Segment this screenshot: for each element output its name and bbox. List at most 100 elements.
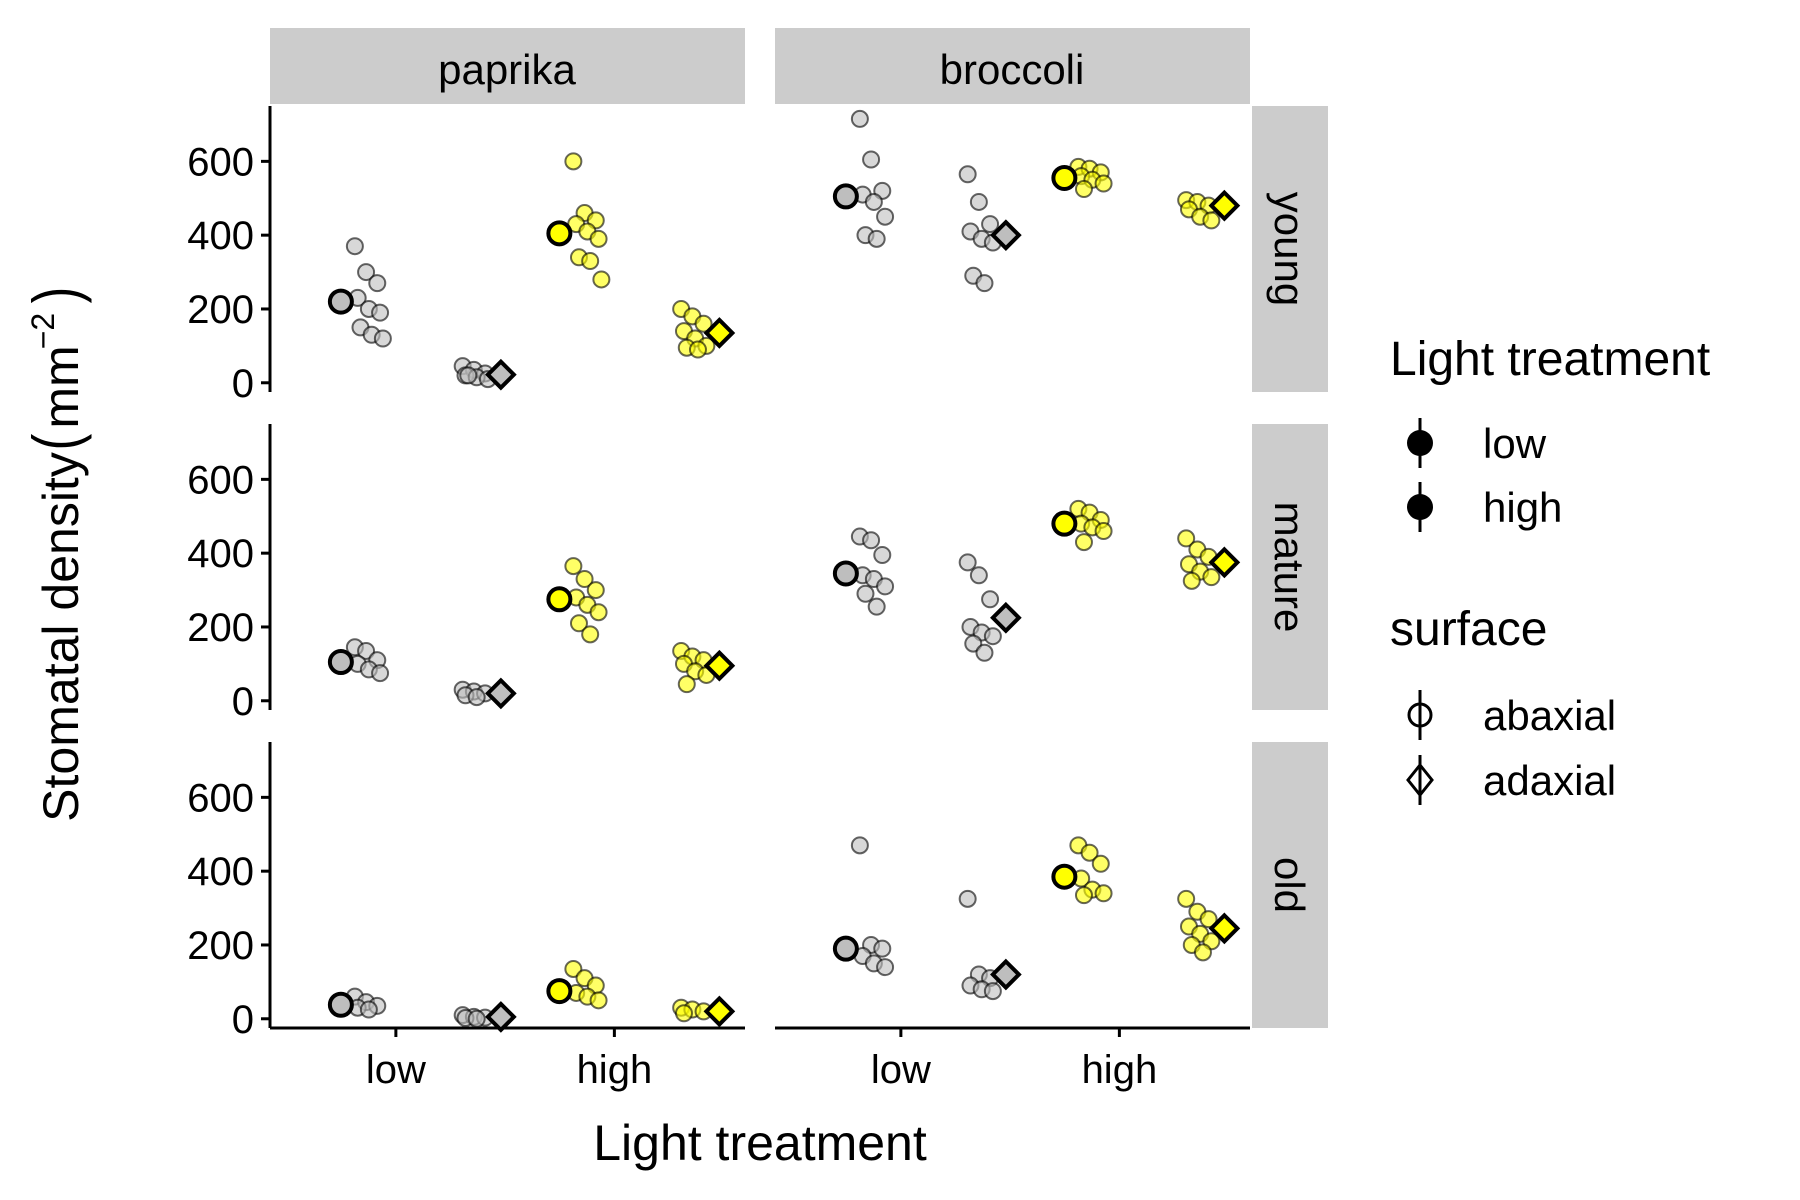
data-point-paprika-young-low-adaxial	[459, 366, 478, 385]
y-axis-title-close-paren: )	[21, 287, 93, 304]
data-point-paprika-mature-high-abaxial	[589, 603, 608, 622]
legend-key-adaxial	[1406, 755, 1434, 805]
legend-label-high: high	[1483, 484, 1562, 531]
data-point-paprika-old-high-adaxial	[674, 1004, 693, 1023]
strip-label-young: young	[1266, 192, 1313, 306]
data-point-broccoli-young-low-adaxial	[969, 192, 988, 211]
data-point-broccoli-mature-low-adaxial	[975, 643, 994, 662]
row-strips: young mature old	[1252, 106, 1328, 1028]
data-point-paprika-young-high-adaxial	[694, 314, 713, 333]
data-point-broccoli-young-low-adaxial	[975, 274, 994, 293]
y-axis-title-text: Stomatal density	[33, 452, 89, 822]
y-tick-label: 200	[187, 606, 254, 650]
strip-mature	[1252, 424, 1328, 710]
data-point-broccoli-old-high-adaxial	[1199, 910, 1218, 929]
data-point-broccoli-old-high-adaxial	[1177, 889, 1196, 908]
data-point-paprika-mature-low-abaxial	[371, 664, 390, 683]
data-point-paprika-young-high-adaxial	[688, 340, 707, 359]
legend-key-low	[1407, 418, 1433, 468]
x-axis-title: Light treatment	[593, 1115, 927, 1171]
column-strips: paprika broccoli	[270, 28, 1250, 104]
legend-title-light: Light treatment	[1390, 333, 1710, 386]
data-point-paprika-mature-high-adaxial	[677, 675, 696, 694]
data-point-paprika-mature-high-abaxial	[575, 569, 594, 588]
data-point-paprika-young-low-abaxial	[371, 303, 390, 322]
mean-marker-broccoli-old-high-abaxial	[1051, 863, 1078, 890]
legend-label-abaxial: abaxial	[1483, 692, 1616, 739]
mean-marker-broccoli-young-high-abaxial	[1051, 164, 1078, 191]
data-point-broccoli-mature-low-abaxial	[856, 584, 875, 603]
data-point-broccoli-mature-low-abaxial	[867, 597, 886, 616]
mean-marker-paprika-mature-high-adaxial	[703, 649, 736, 682]
data-point-broccoli-old-high-abaxial	[1091, 854, 1110, 873]
data-marks	[327, 109, 1241, 1033]
mean-marker-paprika-mature-low-adaxial	[485, 677, 517, 710]
y-tick-label: 600	[187, 140, 254, 184]
data-point-broccoli-mature-high-adaxial	[1182, 571, 1201, 590]
mean-marker-paprika-old-low-adaxial	[485, 1001, 517, 1033]
data-point-paprika-mature-high-abaxial	[586, 581, 605, 600]
mean-marker-broccoli-old-low-abaxial	[832, 935, 859, 962]
data-point-paprika-young-low-abaxial	[357, 263, 376, 282]
data-point-broccoli-mature-low-adaxial	[969, 566, 988, 585]
data-point-broccoli-young-low-abaxial	[876, 207, 895, 226]
y-tick-label: 0	[232, 680, 254, 724]
data-point-paprika-young-high-abaxial	[564, 152, 583, 171]
data-point-broccoli-young-low-abaxial	[864, 192, 883, 211]
mean-marker-paprika-mature-high-abaxial	[546, 586, 573, 613]
strip-label-old: old	[1266, 857, 1313, 913]
data-point-broccoli-mature-high-adaxial	[1202, 568, 1221, 587]
mean-marker-paprika-old-high-abaxial	[546, 978, 573, 1005]
data-point-broccoli-mature-low-adaxial	[983, 627, 1002, 646]
data-point-paprika-mature-high-abaxial	[564, 557, 583, 576]
data-point-paprika-old-low-abaxial	[359, 1000, 378, 1019]
data-point-broccoli-old-low-adaxial	[958, 889, 977, 908]
data-point-paprika-young-low-abaxial	[368, 274, 387, 293]
strip-label-mature: mature	[1266, 502, 1313, 633]
data-point-paprika-old-low-adaxial	[467, 1009, 486, 1028]
data-point-paprika-young-low-abaxial	[373, 329, 392, 348]
mean-marker-broccoli-old-low-adaxial	[990, 958, 1022, 991]
mean-marker-broccoli-mature-low-abaxial	[832, 560, 859, 587]
strip-young	[1252, 106, 1328, 392]
data-point-broccoli-young-low-abaxial	[867, 229, 886, 248]
data-point-broccoli-young-low-abaxial	[850, 109, 869, 128]
mean-marker-broccoli-young-low-abaxial	[832, 183, 859, 210]
legend: Light treatment low high surface abaxial…	[1390, 333, 1710, 805]
data-point-broccoli-mature-low-abaxial	[862, 531, 881, 550]
data-point-paprika-mature-high-abaxial	[569, 614, 588, 633]
y-axis-title-exponent: −2	[25, 313, 61, 349]
data-point-paprika-young-high-abaxial	[592, 270, 611, 289]
data-point-broccoli-mature-high-adaxial	[1177, 529, 1196, 548]
data-point-broccoli-mature-low-adaxial	[981, 590, 1000, 609]
data-point-broccoli-old-high-abaxial	[1080, 843, 1099, 862]
x-tick-label: high	[1082, 1048, 1158, 1092]
mean-marker-paprika-young-low-adaxial	[485, 358, 517, 391]
data-point-broccoli-old-low-abaxial	[850, 836, 869, 855]
strip-label-broccoli: broccoli	[940, 46, 1085, 93]
y-axis-title-open-paren: (	[21, 434, 93, 451]
mean-marker-paprika-old-high-adaxial	[703, 995, 736, 1028]
data-point-broccoli-young-high-adaxial	[1202, 211, 1221, 230]
y-tick-label: 400	[187, 532, 254, 576]
y-tick-label: 400	[187, 850, 254, 894]
y-axis-title-unit: mm	[33, 345, 89, 428]
mean-marker-paprika-young-high-abaxial	[546, 220, 573, 247]
y-tick-label: 0	[232, 362, 254, 406]
data-point-broccoli-mature-low-adaxial	[958, 553, 977, 572]
x-tick-label: low	[871, 1048, 931, 1092]
legend-label-adaxial: adaxial	[1483, 757, 1616, 804]
data-point-broccoli-old-high-abaxial	[1074, 886, 1093, 905]
data-point-broccoli-old-low-adaxial	[983, 982, 1002, 1001]
data-point-broccoli-mature-high-abaxial	[1074, 533, 1093, 552]
data-point-paprika-young-high-abaxial	[589, 229, 608, 248]
data-point-broccoli-young-low-adaxial	[981, 215, 1000, 234]
mean-marker-broccoli-mature-high-adaxial	[1208, 546, 1241, 579]
data-point-broccoli-young-high-abaxial	[1094, 174, 1113, 193]
legend-key-abaxial	[1407, 690, 1433, 740]
mean-marker-broccoli-young-high-adaxial	[1208, 189, 1241, 222]
data-point-paprika-young-low-abaxial	[345, 237, 364, 256]
y-tick-label: 400	[187, 214, 254, 258]
y-tick-label: 0	[232, 998, 254, 1042]
data-point-paprika-old-high-abaxial	[589, 991, 608, 1010]
